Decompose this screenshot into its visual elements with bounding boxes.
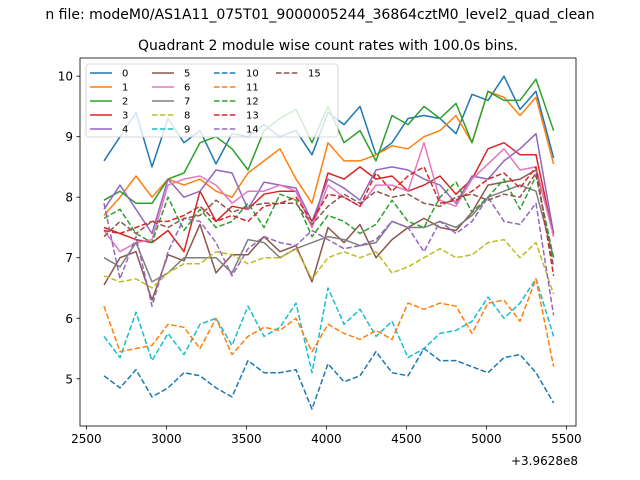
legend-label-11: 11 [246, 83, 259, 94]
x-axis-offset-label: +3.9628e8 [511, 454, 578, 468]
y-tick-label: 10 [58, 70, 73, 84]
chart-title: Quadrant 2 module wise count rates with … [138, 38, 518, 54]
series-line-5 [103, 169, 555, 301]
series-line-6 [103, 141, 555, 253]
legend-label-7: 7 [184, 97, 190, 108]
legend-label-4: 4 [122, 125, 128, 136]
series-line-15 [103, 172, 555, 267]
legend-label-0: 0 [122, 69, 128, 80]
legend-label-9: 9 [184, 125, 190, 136]
x-tick-label: 3500 [231, 432, 262, 446]
legend-label-15: 15 [308, 69, 321, 80]
legend-label-5: 5 [184, 69, 190, 80]
series-line-4 [103, 132, 555, 235]
x-tick-label: 5500 [551, 432, 582, 446]
legend-label-13: 13 [246, 111, 259, 122]
legend-label-14: 14 [246, 125, 259, 136]
legend-label-12: 12 [246, 97, 259, 108]
x-tick-label: 4000 [311, 432, 342, 446]
legend-label-6: 6 [184, 83, 190, 94]
y-tick-label: 9 [65, 130, 73, 144]
series-line-14 [103, 196, 555, 316]
y-tick-label: 8 [65, 191, 73, 205]
x-tick-label: 4500 [391, 432, 422, 446]
legend-label-3: 3 [122, 111, 128, 122]
y-tick-label: 7 [65, 251, 73, 265]
axes-frame [79, 57, 577, 427]
x-tick-label: 2500 [71, 432, 102, 446]
legend-label-8: 8 [184, 111, 190, 122]
series-line-11 [103, 278, 555, 367]
x-tick-label: 3000 [151, 432, 182, 446]
y-tick-label: 6 [65, 312, 73, 326]
legend-frame [85, 63, 339, 138]
legend-label-2: 2 [122, 97, 128, 108]
figure-suptitle: n file: modeM0/AS1A11_075T01_9000005244_… [45, 7, 594, 23]
series-line-10 [103, 347, 555, 410]
series-line-9 [103, 278, 555, 374]
legend-label-1: 1 [122, 83, 128, 94]
series-line-7 [103, 184, 555, 283]
series-line-13 [103, 166, 555, 277]
legend-label-10: 10 [246, 69, 259, 80]
series-line-3 [103, 141, 555, 253]
x-tick-label: 5000 [471, 432, 502, 446]
series-line-12 [103, 175, 555, 258]
series-line-8 [103, 238, 555, 295]
y-tick-label: 5 [65, 372, 73, 386]
series-group [103, 75, 555, 410]
